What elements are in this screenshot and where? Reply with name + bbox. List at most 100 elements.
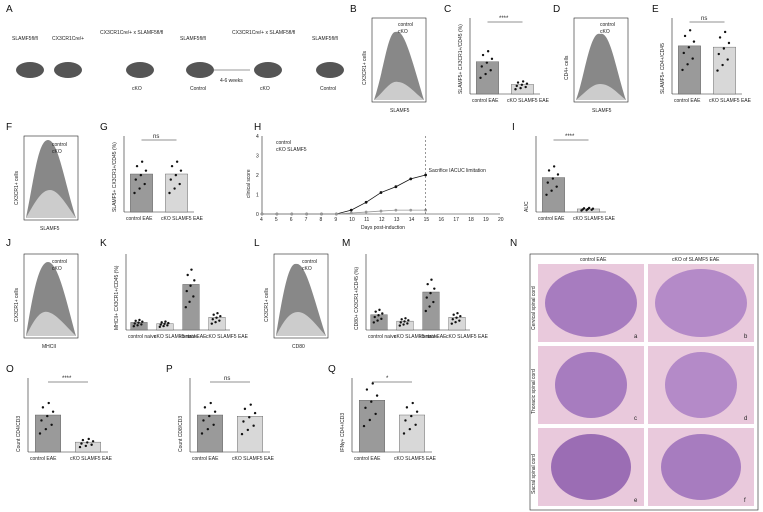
category-label: cKO SLAMF5 EAE [394, 456, 437, 462]
mouse-icon [16, 62, 344, 78]
y-axis-label: CX3CR1+ cells [362, 50, 368, 85]
y-axis-label: IFNγ+ CD4+/CD3 [340, 413, 346, 452]
data-point [174, 173, 178, 177]
data-point [380, 317, 383, 321]
data-point [424, 309, 427, 313]
data-point [144, 169, 148, 172]
data-point [40, 419, 43, 422]
data-point [41, 406, 45, 409]
y-axis-label: Count CD4/CD3 [16, 416, 22, 452]
data-point [428, 305, 431, 308]
data-point [450, 322, 453, 325]
data-point [400, 318, 403, 321]
data-point [86, 441, 89, 444]
data-point [249, 403, 252, 406]
data-point [432, 300, 435, 304]
category-label: control EAE [126, 216, 153, 222]
y-tick-label: 0 [256, 212, 259, 218]
y-tick-label: 4 [256, 134, 259, 140]
data-point [349, 211, 353, 215]
data-point [404, 317, 407, 320]
panel-letter-q: Q [328, 364, 336, 375]
bar [422, 291, 440, 331]
data-point [188, 300, 191, 304]
data-point [481, 53, 485, 57]
panel-letter-p: P [166, 364, 173, 375]
category-label: cKO SLAMF5 EAE [70, 456, 113, 462]
panel-letter-j: J [6, 238, 11, 249]
x-axis-label: SLAMF5 [390, 108, 410, 114]
data-point [525, 82, 529, 85]
mouse-label: SLAMF5fl/fl [312, 36, 338, 42]
x-tick-label: 14 [409, 217, 415, 223]
data-point [456, 312, 459, 315]
data-point [429, 291, 432, 295]
data-point [489, 69, 492, 72]
data-point [240, 432, 244, 436]
data-point [213, 410, 217, 413]
image-tag: a [634, 334, 638, 340]
data-point [78, 445, 82, 449]
category-label: cKO SLAMF5 EAE [446, 334, 489, 340]
timeline-label: 4-6 weeks [220, 78, 243, 84]
panel-letter-l: L [254, 238, 260, 249]
data-point [555, 185, 558, 188]
data-point [681, 68, 684, 72]
data-point [170, 164, 174, 168]
image-tag: b [744, 334, 748, 340]
data-point [404, 419, 407, 422]
data-point [455, 316, 458, 319]
data-point [716, 69, 719, 72]
data-point [243, 407, 247, 411]
data-point [133, 322, 136, 325]
data-point [160, 321, 163, 324]
panel-letter-k: K [100, 238, 107, 249]
data-point [406, 322, 409, 325]
data-point [373, 315, 376, 319]
category-label: control EAE [180, 334, 207, 340]
data-point [134, 178, 137, 181]
data-point [200, 432, 204, 435]
data-point [547, 169, 551, 172]
data-point [305, 212, 309, 216]
data-point [370, 400, 373, 403]
data-point [81, 438, 85, 442]
x-tick-label: 6 [290, 217, 293, 223]
data-point [686, 63, 689, 66]
category-label: cKO SLAMF5 naive [394, 334, 438, 340]
x-tick-label: 4 [260, 217, 263, 223]
x-tick-label: 8 [320, 217, 323, 223]
histogram-panel-j: CX3CR1+ cells MHCII control cKO [14, 253, 79, 350]
data-point [132, 325, 135, 328]
y-axis-label: SLAMF5+ CX3CR1+/CD45 (%) [458, 24, 464, 94]
data-point [179, 169, 183, 172]
category-label: control EAE [354, 456, 381, 462]
data-point [411, 401, 414, 405]
mouse-label: CX3CR1Cre/+ x SLAMF5fl/fl [232, 30, 295, 36]
data-point [275, 212, 279, 216]
data-point [135, 164, 139, 168]
data-point [91, 440, 95, 443]
x-tick-label: 7 [305, 217, 308, 223]
panel-letter-b: B [350, 4, 357, 15]
x-tick-label: 9 [334, 217, 337, 223]
data-point [376, 319, 379, 322]
data-point [486, 50, 490, 53]
data-point [169, 178, 172, 181]
x-tick-label: 13 [394, 217, 400, 223]
data-point [47, 401, 50, 405]
data-point [134, 319, 137, 323]
x-tick-label: 16 [439, 217, 445, 223]
x-tick-label: 18 [468, 217, 474, 223]
x-tick-label: 10 [349, 217, 355, 223]
y-tick-label: 1 [256, 193, 259, 199]
group-label: cKO [132, 86, 142, 92]
category-label: cKO SLAMF5 EAE [206, 334, 249, 340]
group-label: cKO [260, 86, 270, 92]
data-point [430, 278, 433, 281]
data-point [425, 296, 428, 299]
y-tick-label: 3 [256, 154, 259, 160]
data-point [364, 210, 368, 214]
data-point [378, 308, 381, 312]
legend-entry: control [302, 259, 317, 265]
